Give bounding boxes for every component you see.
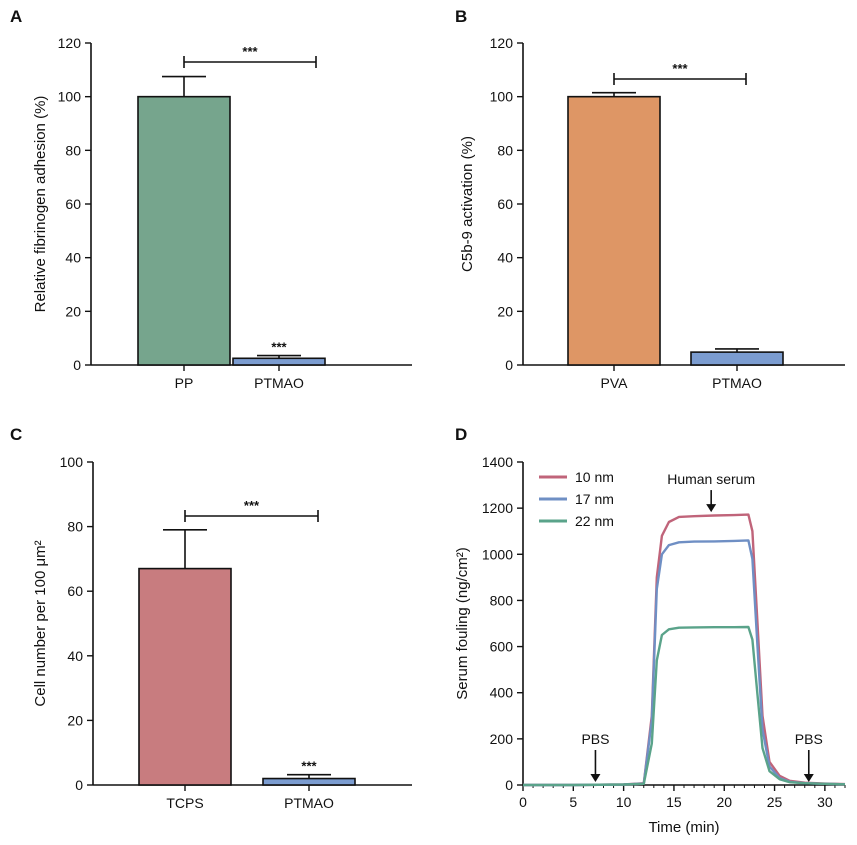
x-tick-label: PP [175,375,194,391]
annotation-label: PBS [581,731,609,747]
bar [567,95,661,366]
y-tick-label: 80 [67,519,83,535]
y-tick-label: 40 [65,250,81,266]
significance-label: *** [301,759,317,774]
y-tick-label: 80 [65,142,81,158]
annotation-arrow-head [590,774,601,782]
x-tick-label: PVA [601,375,629,391]
y-tick-label: 120 [58,35,82,51]
bar [232,357,326,366]
y-tick-label: 20 [65,303,81,319]
y-tick-label: 400 [490,685,514,701]
y-tick-label: 60 [497,196,513,212]
y-tick-label: 100 [490,89,514,105]
x-tick-label: PTMAO [284,795,334,811]
bar [137,95,231,366]
annotation-arrow-head [706,504,717,513]
y-tick-label: 600 [490,639,514,655]
y-axis-label: Relative fibrinogen adhesion (%) [32,96,49,313]
y-tick-label: 60 [67,583,83,599]
significance-label: *** [271,340,287,355]
panel-c: 0 20 40 60 80 100 Cell number per 100 μm² C TCPS… [10,425,412,811]
annotation-label: Human serum [667,471,755,487]
x-tick-label: 30 [817,794,833,810]
legend-label: 22 nm [575,513,614,529]
series-line [523,625,846,787]
x-tick-label: 15 [666,794,682,810]
y-tick-label: 800 [490,592,514,608]
panel-letter: D [455,425,467,444]
legend-label: 17 nm [575,491,614,507]
y-tick-label: 100 [58,89,82,105]
y-tick-label: 0 [505,357,513,373]
panel-letter: B [455,7,467,26]
bar [690,351,784,366]
significance-label: *** [672,61,688,76]
panel-letter: A [10,7,22,26]
x-tick-label: TCPS [166,795,203,811]
x-tick-label: PTMAO [712,375,762,391]
x-tick-label: 20 [716,794,732,810]
x-axis-label: Time (min) [648,819,719,836]
y-tick-label: 0 [73,357,81,373]
x-tick-label: 5 [569,794,577,810]
y-axis-label: Cell number per 100 μm² [32,540,49,706]
x-tick-label: 25 [767,794,783,810]
x-tick-label: PTMAO [254,375,304,391]
y-tick-label: 1200 [482,500,513,516]
annotation-label: PBS [795,731,823,747]
y-tick-label: 1000 [482,546,513,562]
panel-a: 0 20 40 60 80 100 120 Relative fibrinogen adhes… [10,7,412,391]
y-tick-label: 80 [497,142,513,158]
legend-label: 10 nm [575,469,614,485]
y-tick-label: 0 [75,777,83,793]
bar [138,567,232,786]
y-tick-label: 40 [497,250,513,266]
y-axis-label: Serum fouling (ng/cm²) [454,547,471,700]
bar [262,777,356,786]
y-tick-label: 60 [65,196,81,212]
y-tick-label: 120 [490,35,514,51]
y-axis-label: C5b-9 activation (%) [459,136,476,272]
y-tick-label: 0 [505,777,513,793]
x-tick-label: 0 [519,794,527,810]
significance-label: *** [242,44,258,59]
x-tick-label: 10 [616,794,632,810]
annotation-arrow-head [803,774,814,782]
significance-label: *** [244,498,260,513]
y-tick-label: 20 [497,303,513,319]
y-tick-label: 40 [67,648,83,664]
y-tick-label: 20 [67,712,83,728]
series-line [523,539,846,787]
panel-letter: C [10,425,22,444]
panel-b: 0 20 40 60 80 100 120 C5b-9 activation (%) B PVA P… [455,7,845,391]
y-tick-label: 100 [60,454,84,470]
y-tick-label: 200 [490,731,514,747]
y-tick-label: 1400 [482,454,513,470]
